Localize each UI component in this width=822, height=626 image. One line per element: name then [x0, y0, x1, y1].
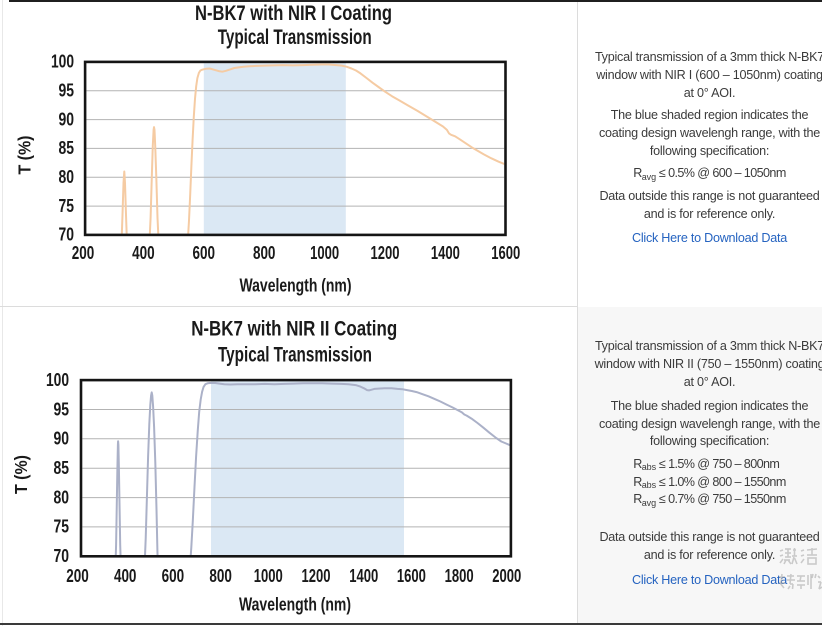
svg-text:Typical Transmission: Typical Transmission — [218, 343, 372, 367]
svg-text:80: 80 — [54, 487, 70, 508]
svg-text:Wavelength (nm): Wavelength (nm) — [239, 594, 351, 615]
svg-text:1000: 1000 — [254, 566, 283, 587]
svg-text:75: 75 — [54, 517, 70, 538]
svg-text:1600: 1600 — [491, 243, 520, 264]
svg-text:100: 100 — [46, 370, 69, 391]
svg-text:600: 600 — [193, 243, 216, 264]
svg-text:1200: 1200 — [302, 566, 331, 587]
svg-text:1400: 1400 — [431, 243, 460, 264]
svg-text:1000: 1000 — [310, 243, 339, 264]
svg-text:1400: 1400 — [349, 566, 378, 587]
svg-text:100: 100 — [51, 52, 74, 73]
svg-text:T (%): T (%) — [15, 136, 35, 175]
svg-text:2000: 2000 — [492, 566, 521, 587]
svg-text:95: 95 — [54, 399, 70, 420]
svg-text:200: 200 — [72, 243, 95, 264]
svg-text:1800: 1800 — [445, 566, 474, 587]
svg-text:1200: 1200 — [371, 243, 400, 264]
svg-text:800: 800 — [209, 566, 232, 587]
svg-text:N-BK7 with NIR I Coating: N-BK7 with NIR I Coating — [195, 1, 392, 25]
svg-text:400: 400 — [114, 566, 137, 587]
svg-text:N-BK7 with NIR II Coating: N-BK7 with NIR II Coating — [191, 316, 397, 340]
svg-text:T (%): T (%) — [11, 455, 31, 494]
svg-text:90: 90 — [59, 109, 75, 130]
svg-text:600: 600 — [162, 566, 185, 587]
svg-text:400: 400 — [132, 243, 155, 264]
svg-text:800: 800 — [253, 243, 276, 264]
svg-text:85: 85 — [59, 138, 75, 159]
svg-text:70: 70 — [54, 546, 70, 567]
svg-text:70: 70 — [59, 225, 75, 246]
svg-text:80: 80 — [59, 167, 75, 188]
svg-text:95: 95 — [59, 81, 75, 102]
svg-text:200: 200 — [66, 566, 89, 587]
svg-text:1600: 1600 — [397, 566, 426, 587]
svg-text:Typical Transmission: Typical Transmission — [218, 25, 372, 49]
svg-text:Wavelength (nm): Wavelength (nm) — [240, 275, 352, 296]
svg-text:85: 85 — [54, 458, 70, 479]
svg-text:75: 75 — [59, 196, 75, 217]
svg-text:90: 90 — [54, 429, 70, 450]
